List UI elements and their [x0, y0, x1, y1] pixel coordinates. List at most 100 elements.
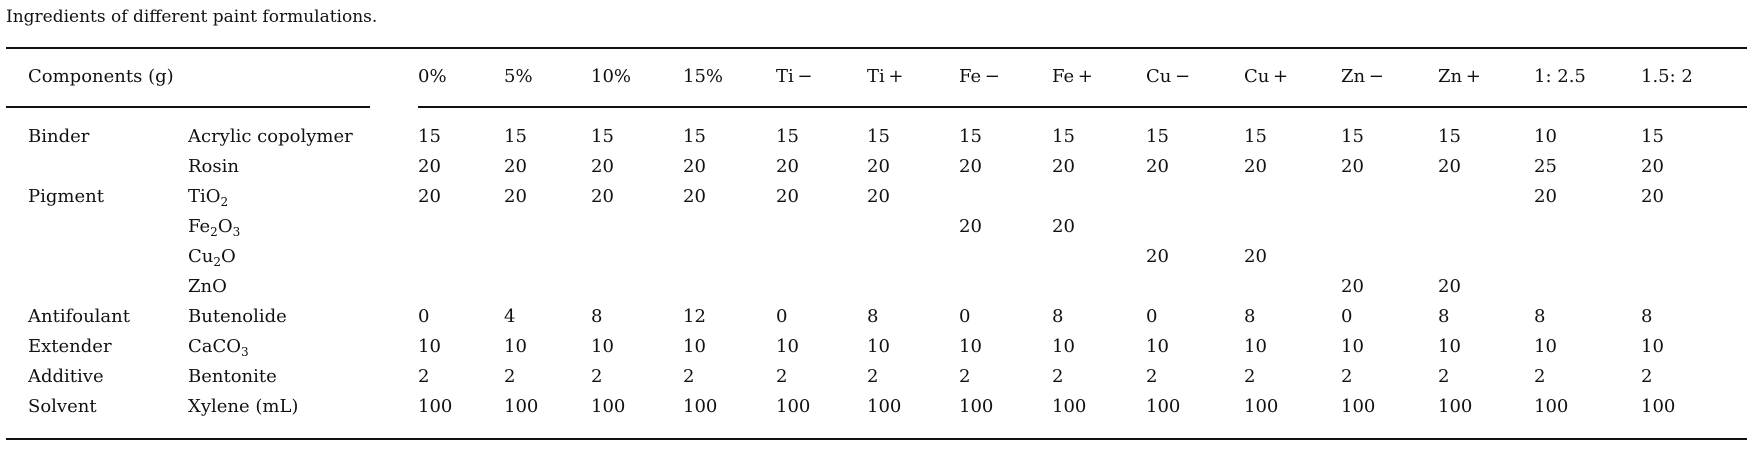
table-cell: 20: [418, 186, 441, 207]
table-cell: 2: [1534, 366, 1546, 387]
table-cell: 20: [1341, 276, 1364, 297]
table-cell: 20: [776, 186, 799, 207]
table-cell: 15: [1341, 126, 1364, 147]
table-cell: 100: [683, 396, 718, 417]
table-cell: 100: [1534, 396, 1569, 417]
table-cell: 10: [418, 336, 441, 357]
table-cell: 2: [418, 366, 430, 387]
table-cell: 20: [591, 156, 614, 177]
table-cell: 100: [959, 396, 994, 417]
column-header: Fe +: [1052, 66, 1093, 87]
table-cell: 8: [591, 306, 603, 327]
table-cell: 0: [959, 306, 971, 327]
table-cell: 15: [1052, 126, 1075, 147]
table-cell: 10: [867, 336, 890, 357]
table-cell: 2: [591, 366, 603, 387]
row-category: Pigment: [28, 186, 104, 207]
table-cell: 15: [504, 126, 527, 147]
table-cell: 15: [683, 126, 706, 147]
row-component: Acrylic copolymer: [188, 126, 353, 147]
table-cell: 2: [1052, 366, 1064, 387]
table-cell: 10: [959, 336, 982, 357]
table-cell: 10: [591, 336, 614, 357]
row-component: Xylene (mL): [188, 396, 299, 417]
table-cell: 15: [867, 126, 890, 147]
column-header: Ti −: [776, 66, 813, 87]
table-cell: 2: [1438, 366, 1450, 387]
header-rule-left: [6, 106, 370, 108]
row-component: Rosin: [188, 156, 239, 177]
table-cell: 100: [1146, 396, 1181, 417]
table-cell: 20: [1341, 156, 1364, 177]
table-cell: 10: [1641, 336, 1664, 357]
table-cell: 20: [867, 186, 890, 207]
table-cell: 100: [418, 396, 453, 417]
table-cell: 0: [418, 306, 430, 327]
bottom-rule: [6, 438, 1747, 440]
row-category: Solvent: [28, 396, 97, 417]
table-cell: 2: [1244, 366, 1256, 387]
column-header: Zn +: [1438, 66, 1481, 87]
table-cell: 10: [1534, 126, 1557, 147]
table-cell: 20: [418, 156, 441, 177]
column-header: 15%: [683, 66, 724, 87]
table-cell: 20: [1052, 156, 1075, 177]
table-cell: 20: [1438, 156, 1461, 177]
table-cell: 2: [504, 366, 516, 387]
row-component: TiO2: [188, 186, 229, 209]
row-component: Bentonite: [188, 366, 277, 387]
table-cell: 20: [504, 156, 527, 177]
table-cell: 2: [959, 366, 971, 387]
table-cell: 100: [867, 396, 902, 417]
column-header: Fe −: [959, 66, 1000, 87]
table-cell: 8: [1244, 306, 1256, 327]
table-cell: 20: [1244, 246, 1267, 267]
table-cell: 4: [504, 306, 516, 327]
table-cell: 100: [1341, 396, 1376, 417]
column-header: 0%: [418, 66, 447, 87]
table-cell: 20: [1438, 276, 1461, 297]
table-cell: 8: [1438, 306, 1450, 327]
table-cell: 10: [1438, 336, 1461, 357]
table-cell: 8: [867, 306, 879, 327]
table-cell: 100: [1244, 396, 1279, 417]
table-cell: 2: [1341, 366, 1353, 387]
column-header: 10%: [591, 66, 632, 87]
row-component: ZnO: [188, 276, 227, 297]
table-cell: 20: [683, 186, 706, 207]
table-cell: 2: [867, 366, 879, 387]
table-cell: 15: [418, 126, 441, 147]
table-cell: 20: [591, 186, 614, 207]
table-cell: 20: [959, 156, 982, 177]
table-cell: 100: [776, 396, 811, 417]
table-cell: 25: [1534, 156, 1557, 177]
table-cell: 8: [1052, 306, 1064, 327]
table-cell: 10: [504, 336, 527, 357]
table-cell: 100: [1641, 396, 1676, 417]
table-cell: 15: [1244, 126, 1267, 147]
table-cell: 20: [1244, 156, 1267, 177]
table-cell: 20: [1534, 186, 1557, 207]
column-header: Cu +: [1244, 66, 1289, 87]
table-cell: 100: [1438, 396, 1473, 417]
table-cell: 15: [1641, 126, 1664, 147]
table-cell: 10: [776, 336, 799, 357]
table-cell: 15: [1146, 126, 1169, 147]
column-header: Zn −: [1341, 66, 1384, 87]
table-cell: 2: [776, 366, 788, 387]
table-cell: 20: [1641, 186, 1664, 207]
table-cell: 8: [1641, 306, 1653, 327]
table-cell: 20: [776, 156, 799, 177]
table-cell: 15: [959, 126, 982, 147]
column-header: Cu −: [1146, 66, 1191, 87]
header-rule-right: [418, 106, 1747, 108]
table-cell: 100: [504, 396, 539, 417]
column-header: 5%: [504, 66, 533, 87]
table-cell: 10: [1534, 336, 1557, 357]
table-cell: 0: [1341, 306, 1353, 327]
table-cell: 2: [1641, 366, 1653, 387]
row-component: Cu2O: [188, 246, 236, 269]
table-cell: 20: [867, 156, 890, 177]
table-caption: Ingredients of different paint formulati…: [6, 7, 378, 27]
table-cell: 20: [504, 186, 527, 207]
